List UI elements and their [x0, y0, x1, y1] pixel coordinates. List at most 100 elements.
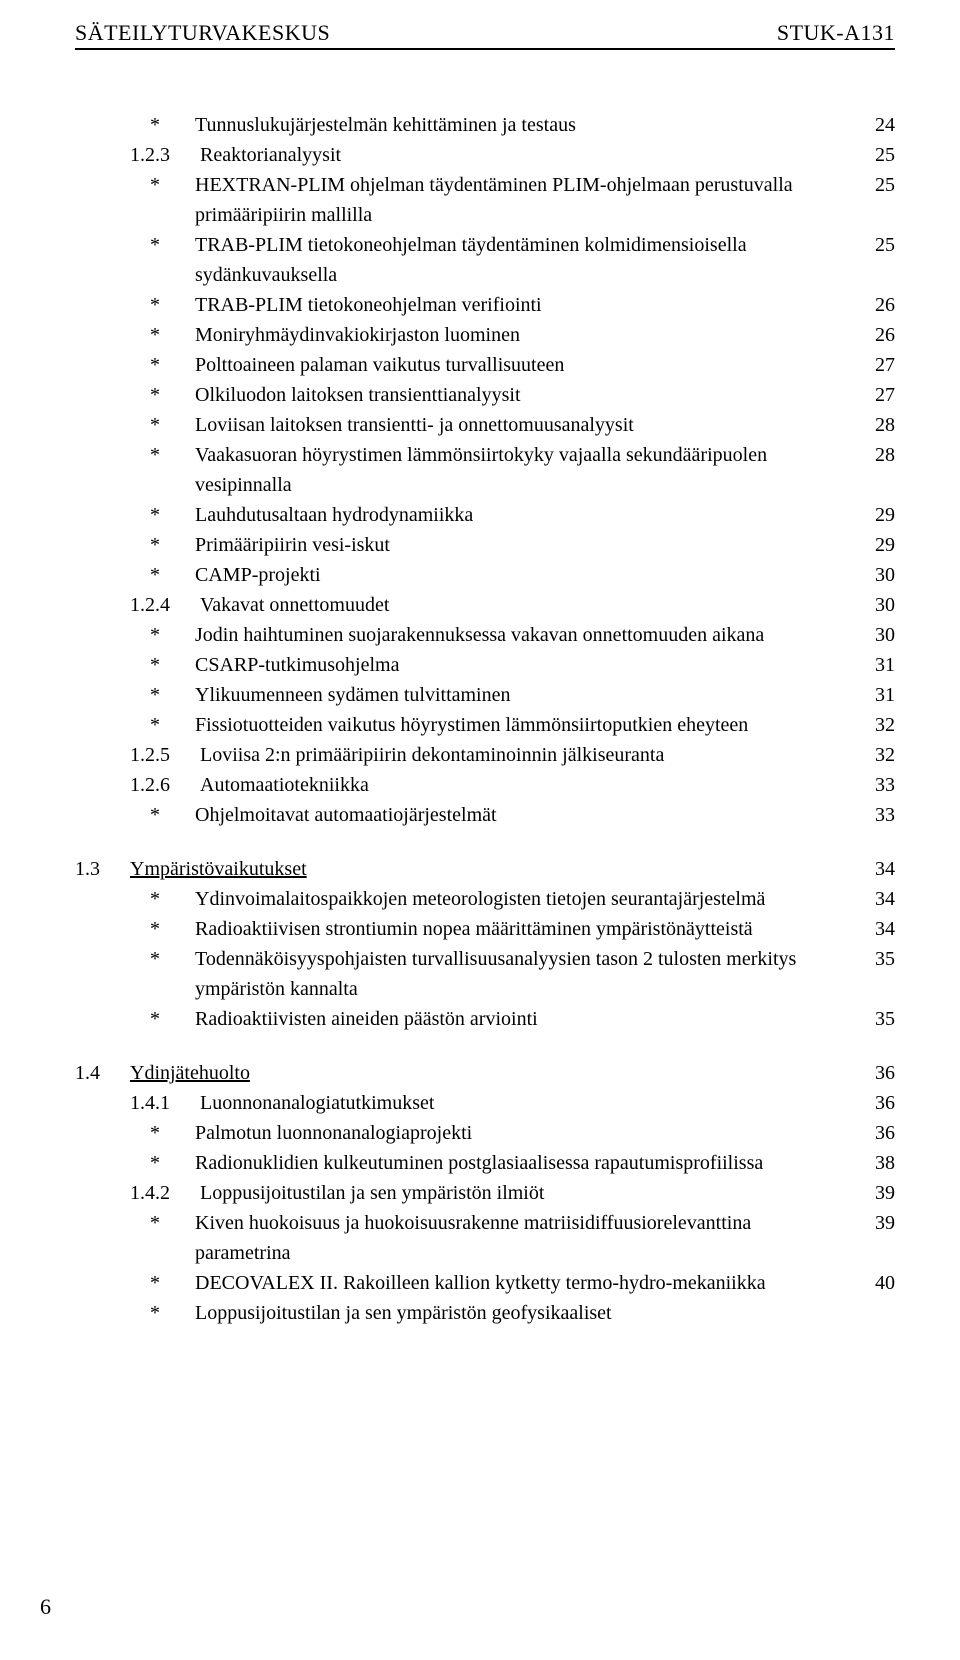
toc-page-number: 28: [850, 440, 895, 470]
toc-row: *Olkiluodon laitoksen transienttianalyys…: [75, 380, 895, 410]
toc-entry-text: Tunnuslukujärjestelmän kehittäminen ja t…: [195, 110, 850, 140]
toc-page-number: 38: [850, 1148, 895, 1178]
page: SÄTEILYTURVAKESKUS STUK-A131 *Tunnusluku…: [0, 0, 960, 1660]
spacer: [75, 830, 895, 854]
toc-bullet: *: [150, 1004, 195, 1034]
toc-entry-text: Kiven huokoisuus ja huokoisuusrakenne ma…: [195, 1208, 850, 1268]
toc-row: *HEXTRAN-PLIM ohjelman täydentäminen PLI…: [75, 170, 895, 230]
toc-row: *DECOVALEX II. Rakoilleen kallion kytket…: [75, 1268, 895, 1298]
toc-row: *Palmotun luonnonanalogiaprojekti36: [75, 1118, 895, 1148]
toc-entry-text: TRAB-PLIM tietokoneohjelman täydentämine…: [195, 230, 850, 290]
toc-row: *Polttoaineen palaman vaikutus turvallis…: [75, 350, 895, 380]
toc-row: 1.2.3Reaktorianalyysit25: [75, 140, 895, 170]
toc-row: 1.4.2Loppusijoitustilan ja sen ympäristö…: [75, 1178, 895, 1208]
toc-bullet: *: [150, 1118, 195, 1148]
toc-page-number: 35: [850, 1004, 895, 1034]
toc-bullet: *: [150, 290, 195, 320]
toc-page-number: 31: [850, 680, 895, 710]
toc-page-number: 25: [850, 230, 895, 260]
toc-subsection-number: 1.2.5: [130, 740, 200, 770]
toc-row: 1.2.4Vakavat onnettomuudet30: [75, 590, 895, 620]
toc-page-number: 36: [850, 1088, 895, 1118]
toc-entry-text: Ylikuumenneen sydämen tulvittaminen: [195, 680, 850, 710]
toc-entry-text: Radioaktiivisen strontiumin nopea määrit…: [195, 914, 850, 944]
toc-bullet: *: [150, 1298, 195, 1328]
toc-bullet: *: [150, 944, 195, 974]
toc-entry-text: TRAB-PLIM tietokoneohjelman verifiointi: [195, 290, 850, 320]
header-right: STUK-A131: [777, 20, 895, 46]
toc-entry-text: HEXTRAN-PLIM ohjelman täydentäminen PLIM…: [195, 170, 850, 230]
toc-entry-text: Lauhdutusaltaan hydrodynamiikka: [195, 500, 850, 530]
toc-row: *Loviisan laitoksen transientti- ja onne…: [75, 410, 895, 440]
toc-row: *Tunnuslukujärjestelmän kehittäminen ja …: [75, 110, 895, 140]
toc-page-number: 24: [850, 110, 895, 140]
toc-row: 1.2.5Loviisa 2:n primääripiirin dekontam…: [75, 740, 895, 770]
toc-page-number: 30: [850, 590, 895, 620]
toc-section-title: Ympäristövaikutukset: [130, 854, 850, 884]
toc-entry-text: Vakavat onnettomuudet: [200, 590, 850, 620]
toc-bullet: *: [150, 230, 195, 260]
toc-entry-text: Ohjelmoitavat automaatiojärjestelmät: [195, 800, 850, 830]
toc-bullet: *: [150, 380, 195, 410]
toc-entry-text: Todennäköisyyspohjaisten turvallisuusana…: [195, 944, 850, 1004]
toc-entry-text: Loviisa 2:n primääripiirin dekontaminoin…: [200, 740, 850, 770]
toc-entry-text: Luonnonanalogiatutkimukset: [200, 1088, 850, 1118]
header-left: SÄTEILYTURVAKESKUS: [75, 20, 330, 46]
toc-bullet: *: [150, 410, 195, 440]
toc-entry-text: Polttoaineen palaman vaikutus turvallisu…: [195, 350, 850, 380]
toc-bullet: *: [150, 710, 195, 740]
toc-entry-text: Radionuklidien kulkeutuminen postglasiaa…: [195, 1148, 850, 1178]
toc-page-number: 34: [850, 884, 895, 914]
toc-section-number: 1.4: [75, 1058, 130, 1088]
toc-page-number: 28: [850, 410, 895, 440]
toc-subsection-number: 1.2.6: [130, 770, 200, 800]
page-number: 6: [40, 1594, 51, 1620]
toc-bullet: *: [150, 110, 195, 140]
toc-bullet: *: [150, 1148, 195, 1178]
toc-entry-text: DECOVALEX II. Rakoilleen kallion kytkett…: [195, 1268, 850, 1298]
toc-row: *CSARP-tutkimusohjelma31: [75, 650, 895, 680]
toc-bullet: *: [150, 440, 195, 470]
toc-entry-text: Ydinvoimalaitospaikkojen meteorologisten…: [195, 884, 850, 914]
toc-row: *CAMP-projekti30: [75, 560, 895, 590]
toc-page-number: 36: [850, 1118, 895, 1148]
toc-page-number: 25: [850, 170, 895, 200]
toc-subsection-number: 1.2.4: [130, 590, 200, 620]
running-header: SÄTEILYTURVAKESKUS STUK-A131: [75, 20, 895, 50]
toc-entry-text: Fissiotuotteiden vaikutus höyrystimen lä…: [195, 710, 850, 740]
toc-page-number: 31: [850, 650, 895, 680]
toc-row: *Ydinvoimalaitospaikkojen meteorologiste…: [75, 884, 895, 914]
toc-row: 1.4.1Luonnonanalogiatutkimukset36: [75, 1088, 895, 1118]
toc-bullet: *: [150, 1208, 195, 1238]
toc-page-number: 34: [850, 914, 895, 944]
toc-bullet: *: [150, 800, 195, 830]
toc-entry-text: Moniryhmäydinvakiokirjaston luominen: [195, 320, 850, 350]
toc-entry-text: CSARP-tutkimusohjelma: [195, 650, 850, 680]
toc-bullet: *: [150, 620, 195, 650]
toc-row: *Primääripiirin vesi-iskut29: [75, 530, 895, 560]
toc-bullet: *: [150, 1268, 195, 1298]
table-of-contents: *Tunnuslukujärjestelmän kehittäminen ja …: [75, 110, 895, 1328]
toc-row: 1.2.6Automaatiotekniikka33: [75, 770, 895, 800]
toc-entry-text: CAMP-projekti: [195, 560, 850, 590]
toc-entry-text: Primääripiirin vesi-iskut: [195, 530, 850, 560]
toc-page-number: 40: [850, 1268, 895, 1298]
toc-page-number: 32: [850, 710, 895, 740]
toc-page-number: 39: [850, 1208, 895, 1238]
toc-subsection-number: 1.4.2: [130, 1178, 200, 1208]
toc-row: *Fissiotuotteiden vaikutus höyrystimen l…: [75, 710, 895, 740]
toc-entry-text: Vaakasuoran höyrystimen lämmönsiirtokyky…: [195, 440, 850, 500]
toc-page-number: 39: [850, 1178, 895, 1208]
toc-bullet: *: [150, 320, 195, 350]
toc-page-number: 26: [850, 320, 895, 350]
toc-page-number: 32: [850, 740, 895, 770]
toc-row: *Radionuklidien kulkeutuminen postglasia…: [75, 1148, 895, 1178]
toc-bullet: *: [150, 884, 195, 914]
toc-entry-text: Olkiluodon laitoksen transienttianalyysi…: [195, 380, 850, 410]
toc-entry-text: Jodin haihtuminen suojarakennuksessa vak…: [195, 620, 850, 650]
toc-page-number: 30: [850, 560, 895, 590]
toc-page-number: 25: [850, 140, 895, 170]
toc-row: *Radioaktiivisten aineiden päästön arvio…: [75, 1004, 895, 1034]
toc-bullet: *: [150, 500, 195, 530]
toc-bullet: *: [150, 650, 195, 680]
